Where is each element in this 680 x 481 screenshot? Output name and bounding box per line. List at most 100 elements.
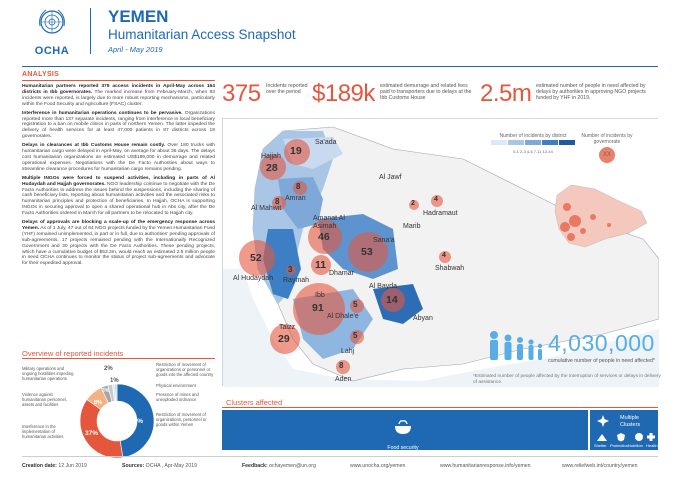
count-lahj: 5	[353, 331, 358, 340]
sea-area	[223, 269, 659, 387]
people-icon	[490, 331, 543, 360]
cluster-food-security: Food security	[380, 410, 426, 451]
link-reliefweb[interactable]: www.reliefweb.int/country/yemen	[562, 463, 638, 469]
bubble-amanat	[308, 220, 342, 254]
analysis-paragraph: Delays in clearances at Ibb Customs Hous…	[22, 143, 216, 172]
district-shade-hudaydah	[263, 229, 301, 299]
page-title: YEMEN	[108, 7, 169, 26]
donut-legend-violence: Violence against humanitarian personnel,…	[22, 392, 67, 407]
label-jawf: Al Jawf	[379, 174, 402, 181]
incident-donut-chart	[79, 383, 155, 459]
donut-legend-into-country: Restriction of movement of organizations…	[156, 362, 214, 377]
feedback-email-link[interactable]: ochayemen@un.org	[269, 463, 316, 469]
health-label: Health	[646, 443, 658, 448]
count-taizz: 29	[278, 333, 290, 345]
analysis-paragraph: Interference in humanitarian operations …	[22, 110, 215, 140]
header-rule	[22, 66, 658, 67]
cluster-food-label: Food security	[387, 445, 419, 451]
count-hudaydah: 52	[250, 252, 262, 264]
count-bayda: 14	[386, 294, 398, 306]
stat-label: Incidents reported over the period	[266, 83, 308, 96]
count-raymah: 3	[288, 265, 293, 274]
legend-gov-bubble: XX	[599, 147, 615, 163]
food-security-icon	[395, 420, 411, 434]
bubble-mahwit	[272, 196, 286, 210]
donut-legend-within-yemen: Restriction of movement of organizations…	[156, 412, 207, 427]
label-bayda: Al Bayda	[369, 283, 398, 290]
label-sanaa: Sana'a	[373, 237, 395, 244]
count-ibb: 91	[312, 302, 324, 314]
count-aden: 8	[339, 361, 344, 370]
label-dhalee: Al Dhale'e	[327, 313, 359, 320]
label-shabwah: Shabwah	[435, 265, 465, 272]
donut-slice-6	[114, 383, 118, 402]
legend-governorate: Number of incidents by governorate XX	[575, 133, 639, 165]
stat-demurrage: $189k estimated demurrage and related fe…	[312, 80, 482, 110]
bubble-dhamar	[311, 255, 331, 275]
protection-label: Protection	[610, 443, 629, 448]
label-saada: Sa'ada	[315, 139, 337, 146]
label-hadramaut: Hadramaut	[423, 210, 458, 217]
people-in-need-label: cumulative number of people in need affe…	[548, 358, 655, 364]
bubble-bayda	[381, 288, 405, 312]
label-hajjah: Hajjah	[261, 153, 281, 160]
bubble-aden	[336, 360, 350, 374]
label-mahwit: Al Mahwit	[251, 205, 282, 212]
bubble-hajjah	[260, 154, 286, 180]
footer-rule	[22, 456, 658, 457]
stat-people-projects: 2.5m estimated number of people in need …	[480, 80, 658, 110]
nutrition-label: Nutrition	[628, 443, 643, 448]
count-saada: 19	[290, 145, 302, 157]
label-amran: Amran	[285, 195, 306, 202]
report-period: April - May 2019	[108, 45, 163, 54]
label-lahj: Lahj	[341, 348, 355, 355]
bubble-taizz	[270, 324, 300, 354]
legend-district-scale	[491, 140, 575, 145]
count-dhalee: 5	[353, 300, 358, 309]
link-humanitarianresponse[interactable]: www.humanitarianresponse.info/yemen	[440, 463, 531, 469]
label-ibb: Ibb	[315, 292, 325, 299]
feedback: Feedback: ochayemen@un.org	[242, 463, 316, 469]
page-subtitle: Humanitarian Access Snapshot	[108, 27, 296, 42]
creation-date: Creation date: 12 Jun 2019	[22, 463, 87, 469]
label-taizz: Taizz	[279, 324, 295, 331]
overview-rule	[22, 358, 215, 359]
ocha-logo: OCHA	[26, 6, 78, 58]
count-amran: 8	[296, 182, 301, 191]
analysis-paragraph: Multiple INGOs were forced to suspend ac…	[22, 175, 215, 217]
bubble-raymah	[286, 265, 296, 275]
legend-district-title: Number of incidents by district	[499, 133, 567, 139]
donut-label-3: 3%	[102, 388, 110, 394]
clusters-bar: Food security	[222, 410, 588, 451]
analysis-paragraph: Delays of approvals are blocking a scale…	[22, 220, 215, 267]
label-amanat: Amanat Al Asimah	[313, 215, 345, 230]
donut-label-47: 47%	[130, 418, 144, 425]
bubble-saada	[284, 139, 310, 165]
donut-label-8: 8%	[94, 400, 102, 406]
clusters-rule	[222, 407, 658, 408]
legend-gov-title: Number of incidents by governorate	[581, 133, 633, 145]
stat-value: $189k	[312, 80, 375, 107]
health-icon	[647, 433, 655, 441]
label-dhamar: Dhamar	[329, 270, 354, 277]
page-header: OCHA YEMEN Humanitarian Access Snapshot …	[0, 0, 680, 62]
label-aden: Aden	[335, 376, 352, 383]
bubble-hadramaut	[431, 195, 443, 207]
bubble-amran	[293, 181, 307, 195]
shelter-label: Shelter	[594, 443, 607, 448]
count-hadramaut: 4	[434, 196, 438, 203]
count-sanaa: 53	[361, 246, 373, 258]
bubble-sanaa	[348, 232, 388, 272]
bubble-lahj	[350, 330, 364, 344]
donut-legend-physical: Physical environment	[156, 383, 196, 388]
bubble-shabwah	[439, 251, 451, 263]
overview-heading: Overview of reported incidents	[22, 349, 124, 358]
donut-legend-mines: Presence of mines and unexploded ordnanc…	[156, 392, 199, 402]
link-unocha[interactable]: www.unocha.org/yemen	[350, 463, 406, 469]
bubble-marib	[409, 200, 419, 210]
district-shade-hajjah	[278, 177, 323, 229]
bubble-ibb	[293, 283, 345, 335]
people-in-need-value: 4,030,000	[548, 330, 655, 356]
count-shabwah: 4	[442, 252, 446, 259]
bubble-layer	[239, 139, 451, 374]
